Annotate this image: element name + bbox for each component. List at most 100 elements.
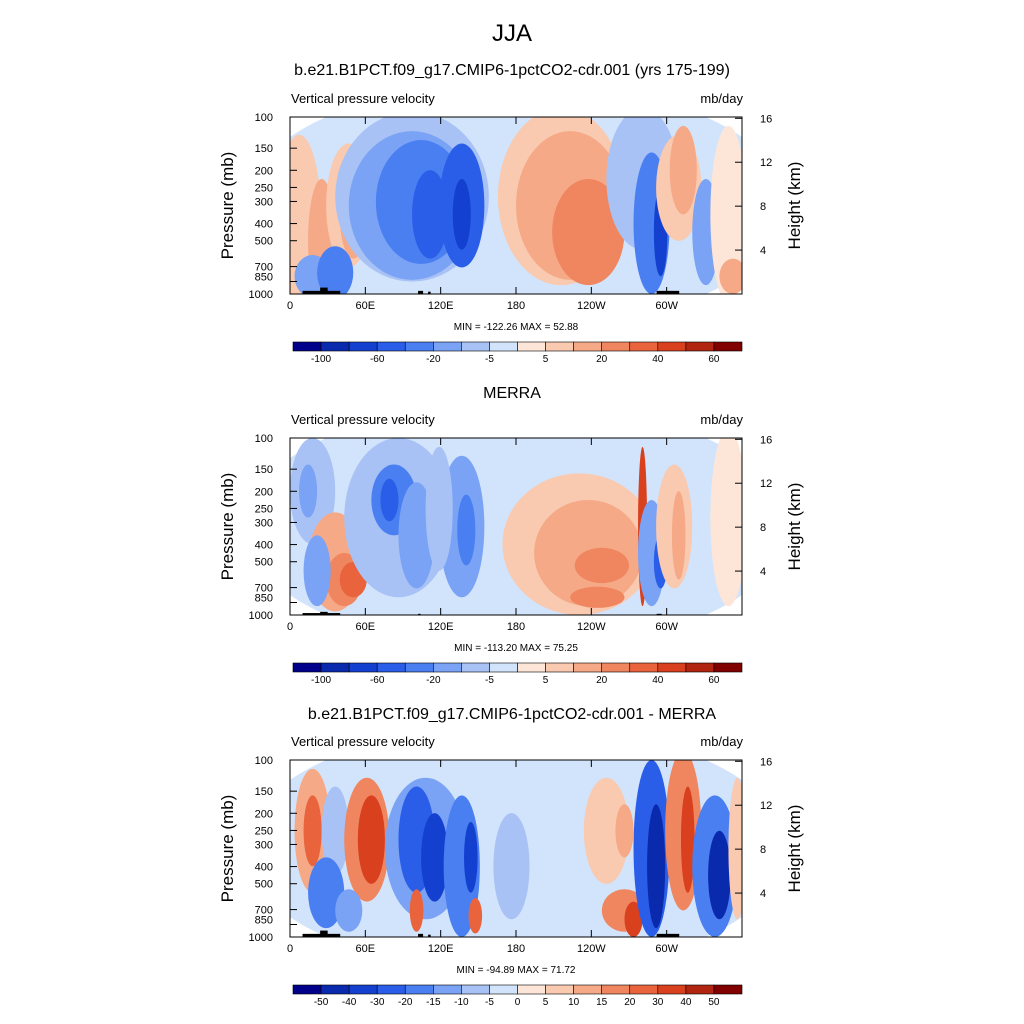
panel-3-colorbar-cell-5 bbox=[433, 984, 462, 995]
panel-3-colorbar-cell-7 bbox=[489, 984, 518, 995]
panel-3-colorbar-cell-12 bbox=[629, 984, 659, 995]
panel-3-topography-3 bbox=[428, 934, 431, 937]
panel-3-colorbar-cell-3 bbox=[376, 984, 406, 995]
panel-2-xtick-label-1: 60E bbox=[356, 621, 376, 633]
panel-1-xtick-label-2: 120E bbox=[428, 300, 454, 312]
panel-1-colorbar-label-0: -100 bbox=[311, 354, 332, 365]
panel-1-contour-22 bbox=[669, 125, 697, 215]
panel-1-topography-1 bbox=[320, 287, 328, 294]
panel-1-ytick-label-9: 1000 bbox=[249, 289, 273, 301]
panel-2-field bbox=[290, 438, 742, 615]
panel-2-colorbar-cell-4 bbox=[404, 662, 434, 673]
panel-2-contour-13 bbox=[425, 446, 453, 571]
panel-1-ytick-label-6: 500 bbox=[255, 236, 273, 248]
panel-3-ytick-label-7: 700 bbox=[255, 905, 273, 917]
panel-3-xtick-label-0: 0 bbox=[287, 943, 293, 955]
panel-2-contour-16 bbox=[574, 547, 629, 584]
panel-3-contour-7 bbox=[335, 889, 363, 932]
panel-2-contour-6 bbox=[303, 535, 331, 607]
panel-3-colorbar-label-6: -5 bbox=[484, 997, 494, 1008]
panel-3-colorbar-cell-14 bbox=[685, 984, 715, 995]
panel-3-rtick-label-3: 4 bbox=[760, 888, 766, 900]
panel-1-colorbar-cell-1 bbox=[320, 341, 350, 352]
panel-3-colorbar-label-7: 0 bbox=[514, 997, 521, 1008]
panel-2-colorbar-label-3: -5 bbox=[484, 675, 494, 686]
panel-3-ytick-label-3: 250 bbox=[255, 825, 273, 837]
panel-3-contour-10 bbox=[421, 813, 449, 902]
panel-3-colorbar-cell-2 bbox=[348, 984, 378, 995]
panel-3-units-label: mb/day bbox=[700, 734, 743, 749]
panel-2-contour-22 bbox=[671, 491, 686, 580]
panel-1-contour-8 bbox=[317, 246, 354, 294]
panel-2-ytick-label-5: 400 bbox=[255, 540, 273, 552]
panel-2-variable-label: Vertical pressure velocity bbox=[291, 412, 435, 427]
panel-2-contour-12 bbox=[457, 494, 476, 566]
panel-1-colorbar-cell-11 bbox=[601, 341, 631, 352]
panel-3-topography-4 bbox=[656, 933, 680, 937]
panel-1-colorbar-cell-7 bbox=[489, 341, 518, 352]
panel-3-ytick-label-8: 850 bbox=[255, 915, 273, 927]
panel-1-ytick-label-8: 850 bbox=[255, 272, 273, 284]
panel-3-ylabel: Pressure (mb) bbox=[218, 795, 237, 903]
panel-2-contour-9 bbox=[380, 478, 399, 522]
panel-2-colorbar-cell-3 bbox=[376, 662, 406, 673]
panel-3-colorbar-label-3: -20 bbox=[398, 997, 413, 1008]
panel-1-title: b.e21.B1PCT.f09_g17.CMIP6-1pctCO2-cdr.00… bbox=[294, 62, 730, 79]
panel-3-ytick-label-2: 200 bbox=[255, 808, 273, 820]
panel-3-colorbar-cell-8 bbox=[517, 984, 546, 995]
panel-3-contour-13 bbox=[493, 813, 530, 920]
panel-1-xtick-label-0: 0 bbox=[287, 300, 293, 312]
panel-3-contour-12 bbox=[464, 821, 478, 893]
panel-1-rtick-label-3: 4 bbox=[760, 245, 766, 257]
panel-1-colorbar-cell-6 bbox=[461, 341, 490, 352]
panel-2-colorbar-cell-8 bbox=[517, 662, 546, 673]
panel-1-topography-4 bbox=[656, 290, 680, 294]
panel-3-colorbar-label-12: 30 bbox=[652, 997, 664, 1008]
panel-3-ytick-label-5: 400 bbox=[255, 862, 273, 874]
panel-2-colorbar-cell-0 bbox=[292, 662, 322, 673]
panel-2-topography-2 bbox=[418, 613, 421, 615]
panel-1-colorbar-cell-13 bbox=[657, 341, 687, 352]
panel-1-ylabel: Pressure (mb) bbox=[218, 152, 237, 260]
panel-1-ytick-label-5: 400 bbox=[255, 219, 273, 231]
panel-3-ytick-label-0: 100 bbox=[255, 755, 273, 767]
panel-2-colorbar-cell-13 bbox=[657, 662, 687, 673]
panel-1-ytick-label-1: 150 bbox=[255, 143, 273, 155]
panel-1-xtick-label-1: 60E bbox=[356, 300, 376, 312]
panel-2-colorbar-cell-10 bbox=[573, 662, 602, 673]
panel-1-contour-25 bbox=[719, 258, 742, 294]
panel-2-rtick-label-3: 4 bbox=[760, 566, 766, 578]
panel-2-colorbar-cell-2 bbox=[348, 662, 378, 673]
panel-3-field bbox=[290, 760, 742, 937]
panel-1-rtick-label-0: 16 bbox=[760, 113, 772, 125]
panel-1-colorbar-label-4: 5 bbox=[542, 354, 549, 365]
panel-3-contour-16 bbox=[583, 777, 630, 884]
panel-1-contour-14 bbox=[452, 178, 471, 250]
panel-1-ytick-label-4: 300 bbox=[255, 196, 273, 208]
panel-1-contour-12 bbox=[412, 170, 449, 259]
panel-1-colorbar-cell-12 bbox=[629, 341, 659, 352]
panel-1-colorbar-cell-3 bbox=[376, 341, 406, 352]
panel-3-xtick-label-2: 120E bbox=[428, 943, 454, 955]
panel-2-colorbar-cell-9 bbox=[545, 662, 574, 673]
panel-3-rtick-label-0: 16 bbox=[760, 756, 772, 768]
panel-3-colorbar-label-8: 5 bbox=[542, 997, 549, 1008]
panel-1-colorbar-cell-8 bbox=[517, 341, 546, 352]
panel-2-colorbar-label-5: 20 bbox=[596, 675, 608, 686]
panel-2-contour-24 bbox=[710, 438, 742, 607]
panel-2-ytick-label-2: 200 bbox=[255, 486, 273, 498]
panel-2-ylabel: Pressure (mb) bbox=[218, 473, 237, 581]
panel-1-colorbar-cell-5 bbox=[433, 341, 462, 352]
panel-2-rtick-label-1: 12 bbox=[760, 478, 772, 490]
panel-2-colorbar-cell-5 bbox=[433, 662, 462, 673]
panel-1-topography-2 bbox=[418, 290, 424, 294]
figure-title: JJA bbox=[491, 20, 532, 47]
panel-1-colorbar-label-5: 20 bbox=[596, 354, 608, 365]
panel-1-colorbar-label-3: -5 bbox=[484, 354, 494, 365]
panel-3-colorbar-cell-9 bbox=[545, 984, 574, 995]
panel-1-rtick-label-1: 12 bbox=[760, 157, 772, 169]
panel-3-ytick-label-1: 150 bbox=[255, 786, 273, 798]
panel-3-contour-15 bbox=[468, 898, 483, 934]
panel-1-colorbar-label-6: 40 bbox=[652, 354, 664, 365]
panel-2-rtick-label-0: 16 bbox=[760, 434, 772, 446]
